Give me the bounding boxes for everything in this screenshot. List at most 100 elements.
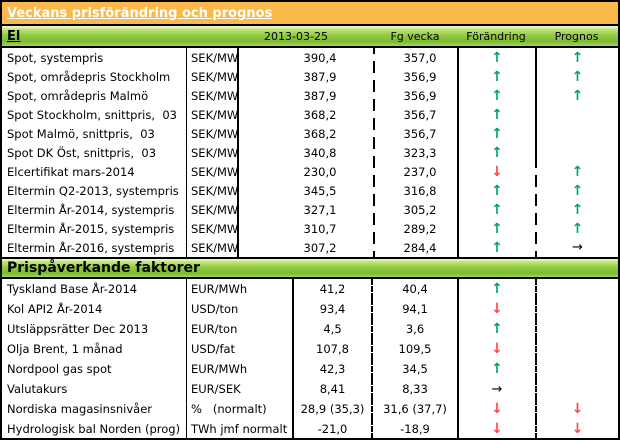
row-label: Spot Malmö, snittpris, 03 (7, 126, 155, 141)
previous-value: 357,0 (373, 48, 457, 67)
section-header-el: El 2013-03-25 Fg vecka Förändring Progno… (2, 26, 618, 48)
table-row: Eltermin År-2015, systempris SEK/MWh 310… (2, 219, 618, 238)
change-arrow-icon: ↓ (457, 419, 535, 438)
row-unit: EUR/MWh (186, 359, 292, 379)
previous-value: 356,9 (373, 86, 457, 105)
table-row: Utsläppsrätter Dec 2013 EUR/ton 4,5 3,6 … (2, 319, 618, 339)
previous-value: 109,5 (371, 339, 457, 359)
current-value: -21,0 (292, 419, 371, 438)
row-label: Nordiska magasinsnivåer (7, 402, 153, 416)
current-value: 41,2 (292, 279, 371, 299)
row-unit: SEK/MWh (186, 105, 237, 124)
change-arrow-icon: → (457, 379, 535, 399)
forecast-arrow-icon: ↑ (535, 67, 618, 86)
change-arrow-icon: ↑ (457, 67, 535, 86)
change-arrow-icon: ↓ (457, 339, 535, 359)
row-label: Tyskland Base År-2014 (7, 282, 138, 296)
row-unit: SEK/MWh (186, 67, 237, 86)
current-value: 387,9 (237, 86, 373, 105)
table-row: Spot Malmö, snittpris, 03 SEK/MWh 368,2 … (2, 124, 618, 143)
forecast-arrow-icon: ↑ (535, 181, 618, 200)
change-arrow-icon: ↑ (457, 279, 535, 299)
change-arrow-icon: ↑ (457, 105, 535, 124)
column-header-forecast: Prognos (554, 29, 599, 43)
previous-value: 284,4 (373, 238, 457, 257)
row-unit: SEK/MWh (186, 143, 237, 162)
current-value: 345,5 (237, 181, 373, 200)
previous-value: 316,8 (373, 181, 457, 200)
current-value: 327,1 (237, 200, 373, 219)
row-unit: SEK/MWh (186, 86, 237, 105)
table-row: Olja Brent, 1 månad USD/fat 107,8 109,5 … (2, 339, 618, 359)
current-value: 307,2 (237, 238, 373, 257)
current-value: 4,5 (292, 319, 371, 339)
current-value: 390,4 (237, 48, 373, 67)
column-header-change: Förändring (466, 29, 526, 43)
table-row: Spot DK Öst, snittpris, 03 SEK/MWh 340,8… (2, 143, 618, 162)
table-row: Eltermin År-2014, systempris SEK/MWh 327… (2, 200, 618, 219)
forecast-arrow-icon (535, 359, 618, 379)
row-label: Hydrologisk bal Norden (prog) (7, 422, 181, 436)
page-title: Veckans prisförändring och prognos (7, 5, 273, 21)
row-unit: SEK/MWh (186, 181, 237, 200)
row-label: Utsläppsrätter Dec 2013 (7, 322, 149, 336)
table-row: Tyskland Base År-2014 EUR/MWh 41,2 40,4 … (2, 279, 618, 299)
row-label: Eltermin Q2-2013, systempris (7, 183, 179, 198)
table-row: Elcertifikat mars-2014 SEK/MWh 230,0 237… (2, 162, 618, 181)
current-value: 93,4 (292, 299, 371, 319)
forecast-arrow-icon (535, 279, 618, 299)
current-value: 310,7 (237, 219, 373, 238)
current-value: 368,2 (237, 105, 373, 124)
table-row: Spot, områdepris Malmö SEK/MWh 387,9 356… (2, 86, 618, 105)
table-row: Nordiska magasinsnivåer % (normalt) 28,9… (2, 399, 618, 419)
column-header-date: 2013-03-25 (264, 29, 328, 43)
row-label: Nordpool gas spot (7, 362, 112, 376)
row-unit: SEK/MWh (186, 48, 237, 67)
forecast-arrow-icon: ↓ (535, 419, 618, 438)
row-unit: % (normalt) (186, 399, 292, 419)
table-row: Nordpool gas spot EUR/MWh 42,3 34,5 ↑ (2, 359, 618, 379)
change-arrow-icon: ↓ (457, 399, 535, 419)
previous-value: 305,2 (373, 200, 457, 219)
section-rows-factors: Tyskland Base År-2014 EUR/MWh 41,2 40,4 … (2, 279, 618, 438)
current-value: 340,8 (237, 143, 373, 162)
change-arrow-icon: ↑ (457, 219, 535, 238)
previous-value: 40,4 (371, 279, 457, 299)
forecast-arrow-icon (535, 379, 618, 399)
forecast-arrow-icon (535, 124, 618, 143)
column-header-previous-week: Fg vecka (390, 29, 440, 43)
previous-value: 289,2 (373, 219, 457, 238)
forecast-arrow-icon: ↑ (535, 219, 618, 238)
row-unit: EUR/SEK (186, 379, 292, 399)
previous-value: 356,7 (373, 105, 457, 124)
table-row: Spot Stockholm, snittpris, 03 SEK/MWh 36… (2, 105, 618, 124)
row-unit: SEK/MWh (186, 162, 237, 181)
table-row: Hydrologisk bal Norden (prog) TWh jmf no… (2, 419, 618, 438)
section-name-el: El (7, 28, 21, 44)
table-row: Eltermin Q2-2013, systempris SEK/MWh 345… (2, 181, 618, 200)
forecast-arrow-icon: ↑ (535, 200, 618, 219)
row-unit: SEK/MWh (186, 238, 237, 257)
row-label: Olja Brent, 1 månad (7, 342, 123, 356)
previous-value: 356,9 (373, 67, 457, 86)
row-label: Spot, områdepris Stockholm (7, 69, 171, 84)
forecast-arrow-icon (535, 319, 618, 339)
previous-value: -18,9 (371, 419, 457, 438)
row-label: Eltermin År-2015, systempris (7, 221, 175, 236)
previous-value: 323,3 (373, 143, 457, 162)
change-arrow-icon: ↑ (457, 48, 535, 67)
forecast-arrow-icon: → (535, 238, 618, 257)
forecast-arrow-icon: ↑ (535, 162, 618, 181)
forecast-arrow-icon: ↑ (535, 86, 618, 105)
row-unit: SEK/MWh (186, 219, 237, 238)
row-unit: SEK/MWh (186, 124, 237, 143)
forecast-arrow-icon (535, 339, 618, 359)
table-row: Eltermin År-2016, systempris SEK/MWh 307… (2, 238, 618, 257)
row-unit: SEK/MWh (186, 200, 237, 219)
change-arrow-icon: ↑ (457, 181, 535, 200)
current-value: 8,41 (292, 379, 371, 399)
row-label: Kol API2 År-2014 (7, 302, 103, 316)
change-arrow-icon: ↑ (457, 86, 535, 105)
table-row: Spot, områdepris Stockholm SEK/MWh 387,9… (2, 67, 618, 86)
